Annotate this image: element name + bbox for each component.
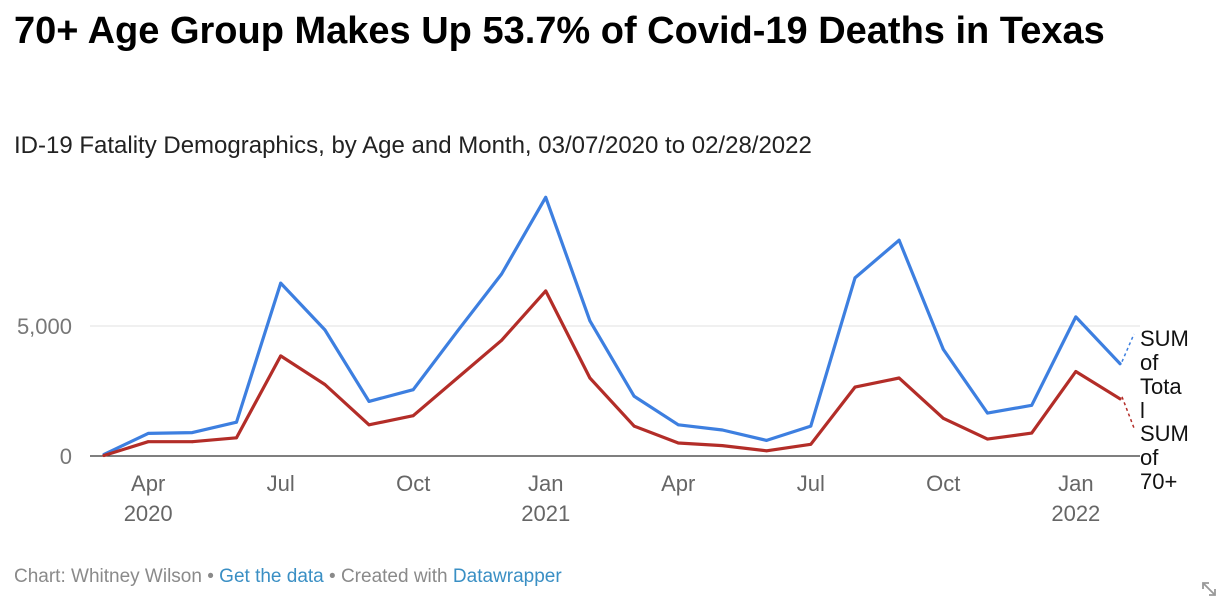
line-chart: 0 5,000 Apr 2020 Jul Oct Jan 2021 Apr Jul Oct Jan 20…	[17, 195, 1189, 526]
data-point	[544, 195, 548, 199]
data-point	[853, 385, 857, 389]
data-point	[190, 440, 194, 444]
data-point	[1074, 315, 1078, 319]
get-data-link[interactable]: Get the data	[219, 566, 324, 587]
data-point	[455, 329, 459, 333]
footer-created-with: • Created with	[323, 566, 453, 587]
data-point	[809, 442, 813, 446]
data-point	[279, 281, 283, 285]
data-point	[411, 414, 415, 418]
footer-separator: •	[201, 566, 220, 587]
data-point	[102, 454, 106, 457]
data-point	[632, 424, 636, 428]
data-point	[897, 238, 901, 242]
data-point	[986, 411, 989, 415]
data-point	[676, 423, 680, 427]
data-point	[146, 431, 150, 435]
data-point	[1118, 397, 1122, 401]
data-point	[1118, 362, 1122, 366]
x-tick-year-label: 2022	[1051, 501, 1100, 526]
series-label: of	[1140, 445, 1159, 470]
data-point	[1030, 431, 1034, 435]
data-point	[235, 436, 238, 440]
chart-subtitle: ID-19 Fatality Demographics, by Age and …	[14, 132, 812, 159]
series-label: 70+	[1140, 469, 1177, 494]
x-tick-label: Jan	[528, 471, 563, 496]
x-tick-label: Jul	[267, 471, 295, 496]
data-point	[411, 388, 415, 392]
data-point	[1030, 403, 1034, 407]
data-point	[367, 400, 371, 403]
series-label: l	[1140, 398, 1145, 423]
data-point	[765, 449, 769, 453]
chart-credit: Chart: Whitney Wilson	[14, 566, 202, 587]
data-point	[323, 328, 327, 332]
chart-title: 70+ Age Group Makes Up 53.7% of Covid-19…	[14, 10, 1105, 52]
data-point	[941, 416, 945, 420]
data-point	[941, 348, 945, 351]
data-point	[367, 423, 371, 427]
x-tick-year-label: 2021	[521, 501, 570, 526]
label-connector	[1121, 333, 1135, 362]
data-point	[897, 376, 901, 380]
data-point	[500, 338, 503, 342]
data-point	[676, 441, 680, 445]
x-tick-year-label: 2020	[124, 501, 173, 526]
data-point	[809, 424, 813, 428]
series-line-seventy-plus	[102, 289, 1122, 458]
x-tick-label: Oct	[396, 471, 430, 496]
data-point	[588, 376, 592, 380]
y-tick-label: 5,000	[17, 314, 72, 339]
data-point	[190, 431, 194, 434]
data-point	[986, 437, 989, 441]
x-tick-label: Jan	[1058, 471, 1093, 496]
data-point	[1074, 370, 1078, 373]
data-point	[721, 428, 724, 432]
datawrapper-link[interactable]: Datawrapper	[452, 566, 562, 587]
data-point	[323, 383, 327, 386]
x-tick-label: Jul	[797, 471, 825, 496]
x-tick-label: Apr	[661, 471, 695, 496]
data-point	[279, 354, 283, 358]
data-point	[853, 276, 857, 280]
resize-arrows-icon[interactable]	[1200, 580, 1218, 598]
y-tick-label: 0	[60, 444, 72, 469]
x-tick-label: Apr	[131, 471, 165, 496]
series-line-total	[102, 195, 1122, 456]
label-connector	[1121, 396, 1135, 429]
data-point	[632, 394, 636, 398]
data-point	[455, 376, 459, 380]
series-label: SUM	[1140, 326, 1189, 351]
data-point	[588, 319, 592, 323]
data-point	[721, 444, 724, 447]
series-label: Tota	[1140, 374, 1182, 399]
data-point	[544, 289, 548, 293]
series-label: SUM	[1140, 421, 1189, 446]
chart-footer: Chart: Whitney Wilson • Get the data • C…	[14, 566, 562, 588]
x-tick-label: Oct	[926, 471, 960, 496]
data-point	[500, 272, 503, 276]
series-label: of	[1140, 350, 1159, 375]
data-point	[765, 439, 769, 442]
data-point	[146, 440, 150, 444]
data-point	[235, 420, 238, 424]
